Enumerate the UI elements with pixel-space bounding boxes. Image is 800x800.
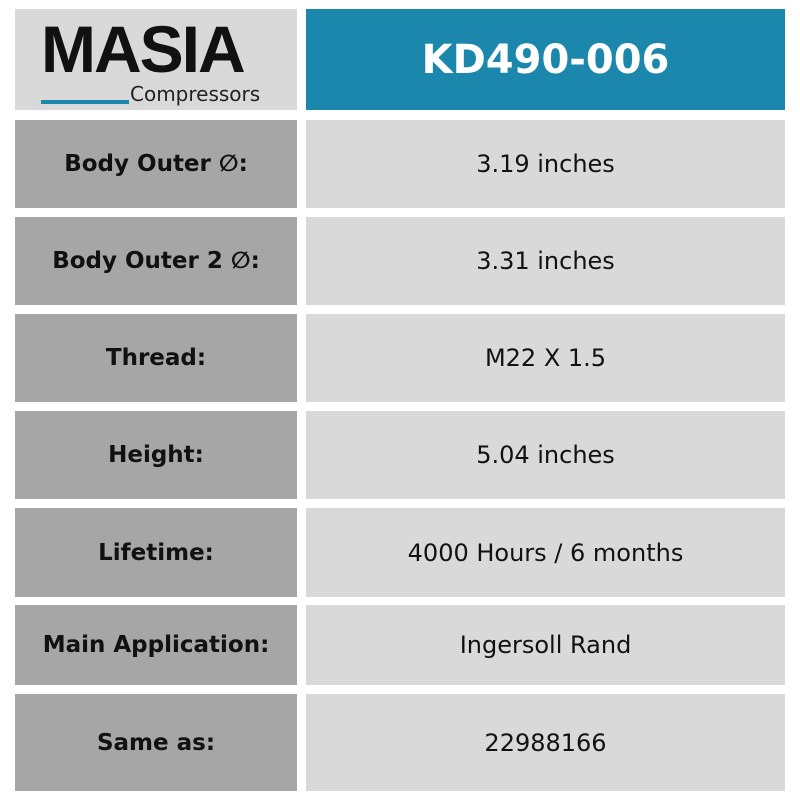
logo-brand-text: MASIA bbox=[41, 11, 246, 86]
logo-accent-bar bbox=[41, 99, 129, 104]
spec-label: Height: bbox=[15, 411, 297, 499]
spec-value: 22988166 bbox=[306, 694, 785, 791]
spec-label: Body Outer 2 ∅: bbox=[15, 217, 297, 305]
spec-value: 4000 Hours / 6 months bbox=[306, 508, 785, 597]
logo-sub-text: Compressors bbox=[130, 81, 261, 106]
spec-value: 3.19 inches bbox=[306, 120, 785, 208]
spec-label: Lifetime: bbox=[15, 508, 297, 597]
spec-value: Ingersoll Rand bbox=[306, 605, 785, 685]
part-number-title: KD490-006 bbox=[306, 9, 785, 110]
spec-value: M22 X 1.5 bbox=[306, 314, 785, 402]
spec-label: Same as: bbox=[15, 694, 297, 791]
spec-value: 3.31 inches bbox=[306, 217, 785, 305]
spec-label: Body Outer ∅: bbox=[15, 120, 297, 208]
spec-label: Main Application: bbox=[15, 605, 297, 685]
spec-value: 5.04 inches bbox=[306, 411, 785, 499]
brand-logo: MASIA Compressors bbox=[15, 9, 297, 110]
spec-label: Thread: bbox=[15, 314, 297, 402]
